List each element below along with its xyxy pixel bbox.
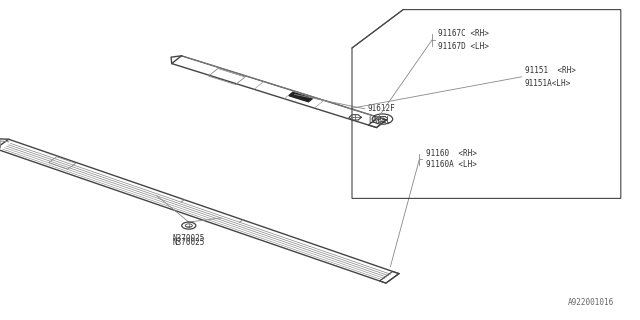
Text: 91160A <LH>: 91160A <LH> (426, 160, 476, 169)
Text: A922001016: A922001016 (568, 298, 614, 307)
Text: 91151A<LH>: 91151A<LH> (525, 79, 571, 88)
Text: N370025: N370025 (173, 238, 205, 247)
Text: 91167D <LH>: 91167D <LH> (438, 42, 489, 51)
Text: 91612F: 91612F (368, 104, 396, 113)
Text: 91160  <RH>: 91160 <RH> (426, 149, 476, 158)
Text: 91151  <RH>: 91151 <RH> (525, 66, 575, 75)
Text: N370025: N370025 (173, 234, 205, 243)
Polygon shape (289, 92, 312, 102)
Text: LABEL: LABEL (368, 116, 391, 124)
Text: 91167C <RH>: 91167C <RH> (438, 29, 489, 38)
